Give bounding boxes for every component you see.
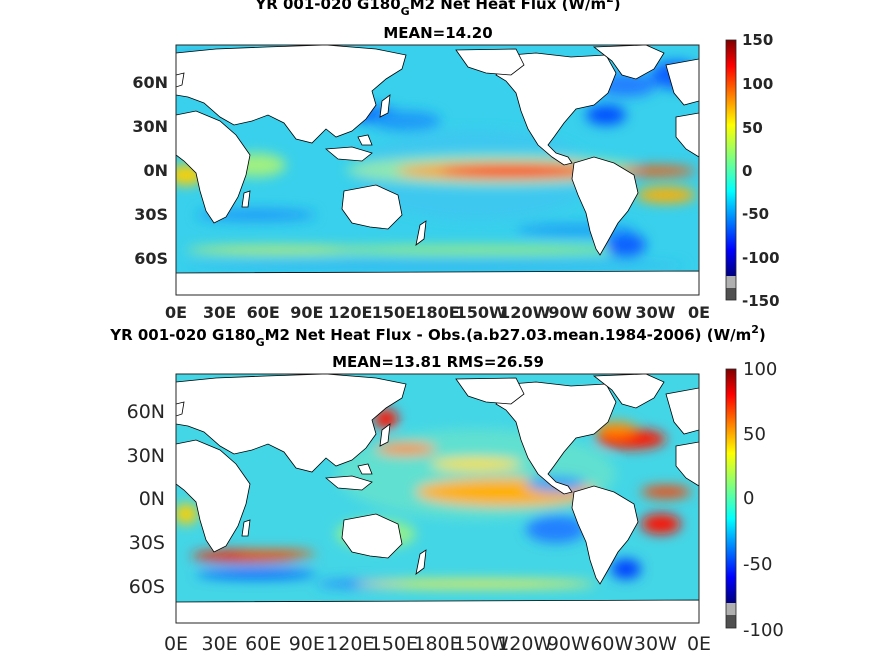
y-tick-label: 0N (139, 488, 165, 510)
x-tick-label: 0E (165, 303, 187, 322)
y-tick-label: 0N (143, 161, 168, 180)
colorbar-tick: 0 (742, 162, 752, 180)
x-tick-label: 180E (415, 303, 459, 322)
colorbar-bottom-under2 (726, 615, 736, 628)
colorbar-tick: -150 (742, 292, 780, 310)
colorbar-tick: 0 (743, 488, 754, 509)
x-tick-label: 60W (590, 633, 633, 655)
colorbar-tick: 150 (742, 31, 773, 49)
x-tick-label: 120W (497, 633, 552, 655)
x-tick-label: 30W (634, 633, 677, 655)
x-tick-label: 180E (413, 633, 461, 655)
x-ticks-top: 0E 30E 60E 90E 120E 150E 180E 150W 120W … (165, 303, 710, 322)
x-tick-label: 30E (203, 303, 236, 322)
panel-top-subtitle: MEAN=14.20 (383, 24, 492, 42)
y-tick-label: 30S (134, 205, 168, 224)
colorbar-bottom: 100 50 0 -50 -100 (725, 359, 784, 641)
x-tick-label: 120E (326, 633, 374, 655)
colorbar-bottom-under (726, 603, 736, 615)
x-tick-label: 30W (635, 303, 675, 322)
colorbar-tick: 50 (743, 424, 766, 445)
x-tick-label: 0E (687, 633, 711, 655)
x-tick-label: 0E (688, 303, 710, 322)
colorbar-top-under (726, 276, 736, 288)
colorbar-tick: 100 (742, 75, 773, 93)
y-tick-label: 60S (134, 249, 168, 268)
y-tick-label: 60N (127, 401, 165, 423)
panel-bottom-title: YR 001-020 G180GM2 Net Heat Flux - Obs.(… (109, 323, 766, 349)
x-tick-label: 90W (548, 303, 588, 322)
colorbar-tick: 100 (743, 359, 777, 380)
x-tick-label: 60E (245, 633, 281, 655)
x-tick-label: 150E (372, 303, 416, 322)
colorbar-top-under2 (726, 288, 736, 300)
y-tick-label: 30N (132, 117, 168, 136)
x-tick-label: 60W (592, 303, 632, 322)
map-top (176, 45, 699, 295)
colorbar-top: 150 100 50 0 -50 -100 -150 (725, 31, 780, 310)
x-ticks-bottom: 0E 30E 60E 90E 120E 150E 180E 150W 120W … (164, 633, 711, 655)
colorbar-tick: -100 (742, 249, 780, 267)
x-tick-label: 150E (370, 633, 418, 655)
x-tick-label: 0E (164, 633, 188, 655)
map-bottom-frame (175, 373, 700, 624)
x-tick-label: 150W (456, 303, 507, 322)
colorbar-top-scale (726, 40, 736, 276)
colorbar-tick: -50 (742, 205, 769, 223)
panel-top-title: YR 001-020 G180GM2 Net Heat Flux (W/m2) (254, 0, 620, 18)
map-bottom (176, 374, 699, 623)
map-top-frame (175, 44, 700, 296)
y-tick-label: 60N (132, 73, 168, 92)
x-tick-label: 120E (328, 303, 372, 322)
colorbar-bottom-scale (726, 369, 736, 603)
x-tick-label: 90E (289, 633, 325, 655)
x-tick-label: 90E (290, 303, 323, 322)
x-tick-label: 60E (247, 303, 280, 322)
panel-bottom: YR 001-020 G180GM2 Net Heat Flux - Obs.(… (109, 323, 784, 655)
colorbar-tick: -50 (743, 554, 772, 575)
x-tick-label: 90W (547, 633, 590, 655)
y-tick-label: 60S (129, 576, 165, 598)
x-tick-label: 150W (454, 633, 509, 655)
colorbar-tick: 50 (742, 119, 763, 137)
x-tick-label: 30E (202, 633, 238, 655)
y-tick-label: 30N (127, 445, 165, 467)
x-tick-label: 120W (499, 303, 550, 322)
panel-bottom-subtitle: MEAN=13.81 RMS=26.59 (332, 353, 544, 371)
panel-top: YR 001-020 G180GM2 Net Heat Flux (W/m2) … (132, 0, 779, 322)
colorbar-tick: -100 (743, 620, 784, 641)
y-tick-label: 30S (129, 532, 165, 554)
y-ticks-top: 60N 30N 0N 30S 60S (132, 73, 168, 268)
y-ticks-bottom: 60N 30N 0N 30S 60S (127, 401, 165, 598)
